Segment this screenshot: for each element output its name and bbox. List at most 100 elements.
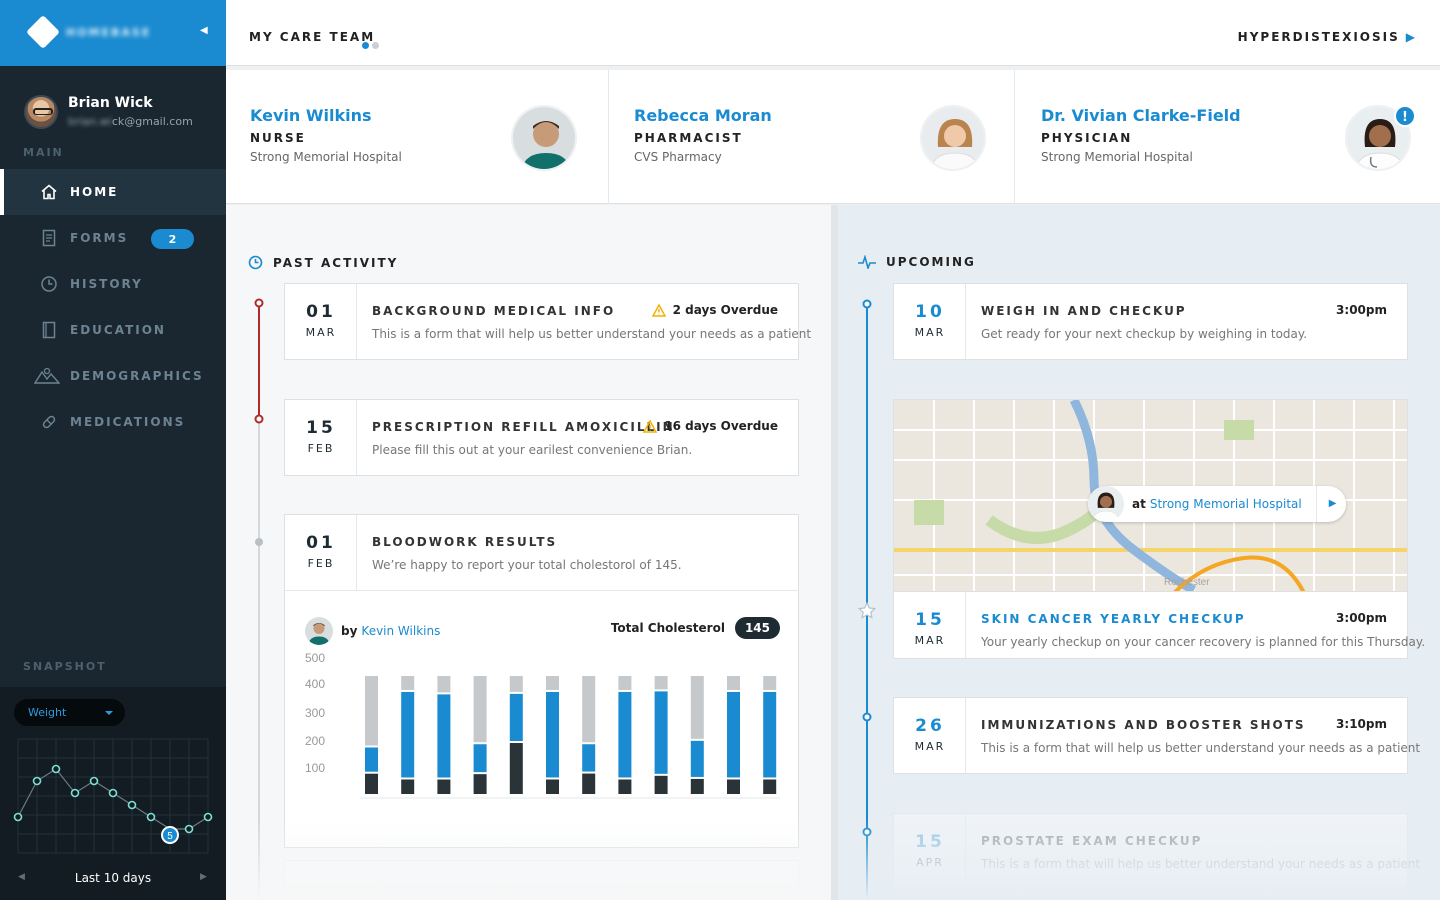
sidebar-item-medications[interactable]: MEDICATIONS: [0, 399, 226, 445]
sidebar: HOMEBASE ◀ Brian Wick brian.wick@gmail.c…: [0, 0, 226, 900]
upcoming-card[interactable]: 15 MAR SKIN CANCER YEARLY CHECKUP Your y…: [893, 591, 1425, 659]
author-avatar: [305, 617, 333, 645]
bar-segment-gray: [582, 676, 596, 743]
date-day: 15: [915, 610, 945, 630]
bar-segment-gray: [473, 676, 487, 743]
date-day: 15: [915, 832, 945, 852]
total-label: Total Cholesterol: [610, 621, 725, 635]
map-location-pin[interactable]: at Strong Memorial Hospital ▶: [1088, 486, 1347, 522]
date-month: MAR: [914, 326, 946, 339]
bar-segment-blue: [546, 691, 559, 778]
member-name[interactable]: Rebecca Moran: [634, 106, 772, 125]
condition-link-label: HYPERDISTEXIOSIS: [1237, 30, 1400, 44]
bar-segment-blue: [690, 740, 704, 777]
activity-card[interactable]: 01 MAR BACKGROUND MEDICAL INFO This is a…: [284, 283, 811, 360]
sparkline-point[interactable]: [146, 812, 156, 822]
date-month: FEB: [307, 442, 335, 455]
warning-icon: [651, 303, 666, 317]
sparkline-selected-value: 5: [167, 831, 173, 842]
sparkline-point[interactable]: [184, 824, 194, 834]
snapshot-range-label: Last 10 days: [74, 871, 152, 885]
sidebar-item-demographics[interactable]: DEMOGRAPHICS: [0, 353, 226, 399]
bar-segment-dark: [437, 779, 451, 794]
bar-segment-gray: [654, 676, 668, 690]
date-month: MAR: [914, 740, 946, 753]
activity-card[interactable]: 15 FEB PRESCRIPTION REFILL AMOXICILLIN P…: [284, 399, 799, 476]
upcoming-date: 26 MAR: [894, 698, 966, 773]
bar-segment-gray: [509, 676, 523, 692]
bar-segment-blue: [437, 694, 451, 778]
pager-dots[interactable]: [362, 34, 382, 53]
sparkline-point[interactable]: [32, 776, 42, 786]
upcoming-card[interactable]: 10 MAR WEIGH IN AND CHECKUP Get ready fo…: [893, 283, 1408, 360]
upcoming-date: 15 APR: [894, 814, 966, 889]
upcoming-card[interactable]: 26 MAR IMMUNIZATIONS AND BOOSTER SHOTS T…: [893, 697, 1420, 774]
sparkline-point[interactable]: [127, 800, 137, 810]
sidebar-item-home[interactable]: HOME: [0, 169, 226, 215]
care-team-member[interactable]: Kevin Wilkins NURSE Strong Memorial Hosp…: [226, 70, 609, 204]
member-photo: [920, 105, 986, 171]
upcoming-description: Get ready for your next checkup by weigh…: [981, 327, 1308, 341]
upcoming-card[interactable]: 15 APR PROSTATE EXAM CHECKUP This is a f…: [893, 813, 1420, 890]
bar-segment-blue: [654, 691, 668, 774]
care-team-member[interactable]: Dr. Vivian Clarke-Field PHYSICIAN Strong…: [1015, 70, 1440, 204]
snapshot-next-icon[interactable]: ▶: [200, 872, 207, 882]
sparkline-point[interactable]: [89, 776, 99, 786]
hospital-map[interactable]: Rochester at Strong Memorial Hospital ▶: [893, 399, 1408, 592]
sidebar-item-label: EDUCATION: [70, 323, 166, 337]
bar-segment-blue: [365, 747, 378, 772]
sparkline-point[interactable]: [203, 812, 213, 822]
care-team-member[interactable]: Rebecca Moran PHARMACIST CVS Pharmacy: [609, 70, 1015, 204]
upcoming-description: This is a form that will help us better …: [981, 857, 1421, 871]
map-place-link[interactable]: Strong Memorial Hospital: [1149, 497, 1302, 511]
sparkline-selected-point[interactable]: [161, 826, 179, 844]
snapshot-prev-icon[interactable]: ◀: [18, 872, 25, 882]
condition-link[interactable]: HYPERDISTEXIOSIS ▶: [1238, 30, 1417, 44]
sparkline-point[interactable]: [51, 764, 61, 774]
sidebar-item-education[interactable]: EDUCATION: [0, 307, 226, 353]
snapshot-sparkline[interactable]: 5: [0, 735, 226, 865]
snapshot-section-label: SNAPSHOT: [23, 660, 107, 673]
upcoming-date: 15 MAR: [894, 592, 966, 658]
date-month: APR: [916, 856, 944, 869]
clock-icon: [248, 255, 263, 270]
upcoming-title-text: SKIN CANCER YEARLY CHECKUP: [981, 612, 1246, 626]
upcoming-title-text: WEIGH IN AND CHECKUP: [981, 304, 1187, 318]
sparkline-point[interactable]: [70, 788, 80, 798]
activity-date: 01 MAR: [285, 284, 357, 359]
bar-segment-dark: [401, 779, 415, 794]
sidebar-item-forms[interactable]: FORMS 2: [0, 215, 226, 261]
sidebar-item-label: DEMOGRAPHICS: [70, 369, 204, 383]
user-name: Brian Wick: [68, 95, 153, 111]
pager-dot[interactable]: [372, 42, 379, 49]
bar-segment-blue: [582, 744, 596, 772]
member-name[interactable]: Kevin Wilkins: [250, 106, 372, 125]
overdue-label: 16 days Overdue: [664, 419, 778, 433]
y-tick-label: 200: [305, 734, 325, 748]
logo-icon: [26, 15, 60, 49]
collapse-sidebar-icon[interactable]: ◀: [200, 25, 208, 36]
date-day: 26: [915, 716, 945, 736]
activity-title: BACKGROUND MEDICAL INFO: [372, 304, 616, 318]
snapshot-metric-select[interactable]: Weight: [14, 699, 125, 726]
user-email-hidden: brian.wi: [68, 115, 112, 128]
date-day: 01: [306, 302, 336, 322]
sparkline-point[interactable]: [13, 812, 23, 822]
activity-card-bloodwork[interactable]: 01 FEB BLOODWORK RESULTS We’re happy to …: [284, 514, 799, 848]
pager-dot-active[interactable]: [362, 42, 369, 49]
cholesterol-bar-chart: 500 400 300 200 100: [305, 651, 780, 799]
user-profile[interactable]: Brian Wick brian.wick@gmail.com: [24, 95, 224, 135]
upcoming-title-text: IMMUNIZATIONS AND BOOSTER SHOTS: [981, 718, 1306, 732]
sidebar-item-history[interactable]: HISTORY: [0, 261, 226, 307]
map-directions-icon[interactable]: ▶: [1315, 486, 1336, 522]
brand-bar: HOMEBASE ◀: [0, 0, 226, 66]
chart-author-link[interactable]: Kevin Wilkins: [361, 624, 441, 638]
past-activity-title: PAST ACTIVITY: [273, 255, 399, 270]
sparkline-point[interactable]: [108, 788, 118, 798]
bar-segment-gray: [437, 676, 451, 693]
sidebar-item-label: FORMS: [70, 231, 129, 245]
member-name[interactable]: Dr. Vivian Clarke-Field: [1041, 106, 1241, 125]
member-alert-badge[interactable]: !: [1394, 105, 1416, 127]
bar-segment-dark: [690, 778, 704, 794]
y-tick-label: 500: [305, 651, 325, 665]
